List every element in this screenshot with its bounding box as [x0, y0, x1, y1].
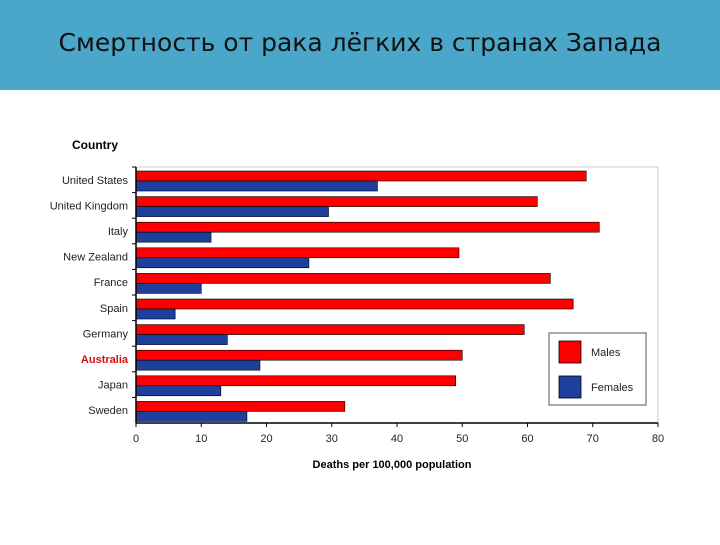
bars-group — [135, 170, 600, 422]
x-axis-title: Deaths per 100,000 population — [313, 459, 472, 471]
bar-males-6 — [135, 324, 525, 335]
bar-chart: Country Deaths per 100,000 population Un… — [50, 138, 664, 471]
bar-males-7 — [135, 349, 463, 361]
category-label-6: Germany — [83, 328, 129, 340]
bar-females-3 — [135, 257, 310, 269]
bar-females-0 — [135, 180, 378, 192]
x-tick-label-3: 30 — [326, 433, 338, 445]
legend-swatch-females — [558, 375, 582, 399]
legend-swatch-males — [558, 340, 582, 364]
chart-container: Country Deaths per 100,000 population Un… — [0, 90, 720, 540]
bar-females-4 — [135, 283, 202, 294]
bar-males-8 — [135, 375, 457, 387]
bar-females-8 — [135, 385, 222, 397]
category-label-2: Italy — [108, 226, 129, 238]
x-tick-label-5: 50 — [456, 433, 468, 445]
category-label-1: United Kingdom — [50, 200, 128, 212]
x-tick-label-4: 40 — [391, 433, 403, 445]
chart-legend: Males Females — [548, 332, 647, 406]
x-tick-label-8: 80 — [652, 433, 664, 445]
category-label-0: United States — [62, 175, 129, 187]
legend-label-males: Males — [591, 347, 621, 359]
x-tick-label-7: 70 — [587, 433, 599, 445]
category-label-9: Sweden — [88, 405, 128, 417]
category-label-3: New Zealand — [63, 252, 128, 264]
category-label-4: France — [94, 277, 128, 289]
y-axis-title: Country — [72, 138, 118, 152]
legend-label-females: Females — [591, 382, 634, 394]
slide-header: Смертность от рака лёгких в странах Запа… — [0, 0, 720, 90]
x-tick-label-1: 10 — [195, 433, 207, 445]
bar-females-9 — [135, 411, 248, 422]
bar-males-2 — [135, 221, 600, 233]
category-label-5: Spain — [100, 303, 128, 315]
bar-females-1 — [135, 206, 329, 217]
bar-males-0 — [135, 170, 587, 182]
category-label-7: Australia — [81, 354, 129, 366]
bar-females-2 — [135, 231, 212, 243]
bar-males-5 — [135, 298, 574, 310]
category-label-8: Japan — [98, 380, 128, 392]
slide-title: Смертность от рака лёгких в странах Запа… — [58, 28, 662, 57]
bar-males-3 — [135, 247, 460, 259]
bar-females-5 — [135, 308, 176, 320]
x-tick-label-2: 20 — [260, 433, 272, 445]
bar-males-1 — [135, 196, 538, 207]
axes-group: United States United Kingdom Italy New Zeal… — [50, 166, 664, 445]
bar-males-4 — [135, 273, 551, 284]
bar-females-6 — [135, 334, 228, 345]
x-tick-label-6: 60 — [521, 433, 533, 445]
bar-males-9 — [135, 401, 346, 412]
x-tick-label-0: 0 — [133, 433, 139, 445]
bar-females-7 — [135, 359, 261, 371]
